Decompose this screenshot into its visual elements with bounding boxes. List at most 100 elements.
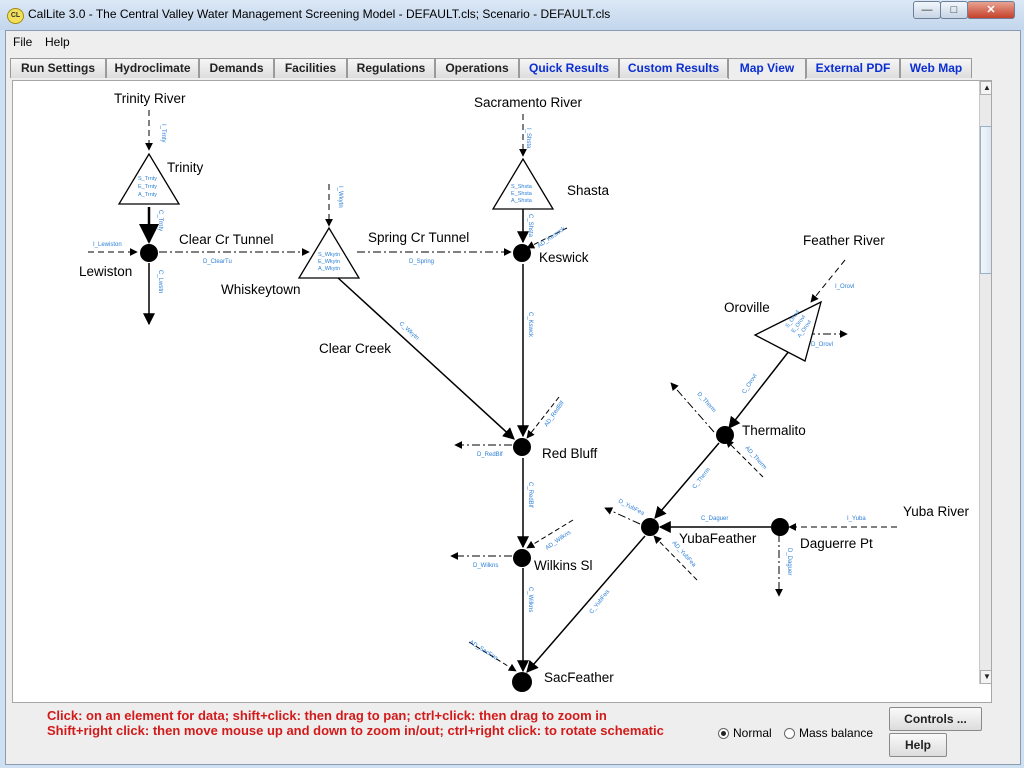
tab-hydroclimate[interactable]: Hydroclimate	[106, 58, 199, 78]
label-sacramento-river: Sacramento River	[474, 95, 583, 110]
storage-label: E_Trnty	[138, 184, 157, 190]
node-thermalito[interactable]	[716, 426, 734, 444]
node-keswick[interactable]	[513, 244, 531, 262]
node-red-bluff[interactable]	[513, 438, 531, 456]
flow-label: C_Trnty	[157, 210, 163, 231]
help-button[interactable]: Help	[889, 733, 947, 757]
tab-custom-results[interactable]: Custom Results	[619, 58, 728, 78]
radio-mass-balance[interactable]: Mass balance	[784, 726, 873, 740]
node-daguerre-pt[interactable]	[771, 518, 789, 536]
label-trinity-river: Trinity River	[114, 91, 186, 106]
flow-label: I_Trnty	[160, 124, 166, 142]
label-sacfeather: SacFeather	[544, 670, 614, 685]
flow-label: C_YubFea	[589, 589, 612, 616]
flow-d-yubfea[interactable]	[604, 507, 641, 525]
flow-label: C_Daguer	[701, 516, 728, 522]
label-trinity: Trinity	[167, 160, 203, 175]
vertical-scrollbar[interactable]: ▲ ▼	[979, 81, 991, 684]
controls-button[interactable]: Controls ...	[889, 707, 982, 731]
flow-label: D_YubFea	[617, 498, 645, 517]
label-red-bluff: Red Bluff	[542, 446, 598, 461]
flow-label: I_Orovl	[835, 284, 854, 290]
app-icon: CL	[7, 8, 24, 24]
label-thermalito: Thermalito	[742, 423, 806, 438]
main-frame: File Help Run Settings Hydroclimate Dema…	[5, 30, 1021, 765]
label-wilkins-sl: Wilkins Sl	[534, 558, 593, 573]
instruction-line-2: Shift+right click: then move mouse up an…	[47, 723, 664, 738]
label-shasta: Shasta	[567, 183, 610, 198]
radio-normal[interactable]: Normal	[718, 726, 772, 740]
node-sacfeather[interactable]	[512, 672, 532, 692]
scroll-down-icon[interactable]: ▼	[980, 670, 991, 684]
maximize-button[interactable]: □	[940, 1, 968, 19]
label-keswick: Keswick	[539, 250, 589, 265]
window-title: CalLite 3.0 - The Central Valley Water M…	[28, 7, 611, 21]
tab-strip: Run Settings Hydroclimate Demands Facili…	[6, 58, 1020, 79]
tab-operations[interactable]: Operations	[435, 58, 519, 78]
map-panel[interactable]: S_Trnty E_Trnty A_Trnty S_Wkytn E_Wkytn …	[12, 80, 992, 703]
tab-quick-results[interactable]: Quick Results	[519, 58, 619, 78]
label-feather-river: Feather River	[803, 233, 885, 248]
storage-label: E_Shsta	[511, 191, 533, 197]
tab-map-view[interactable]: Map View	[728, 58, 806, 79]
flow-label: D_RedBlf	[477, 452, 503, 458]
flow-label: C_Lwstn	[157, 270, 163, 293]
tab-demands[interactable]: Demands	[199, 58, 274, 78]
flow-label: I_Wkytn	[337, 186, 343, 208]
menu-help[interactable]: Help	[45, 35, 70, 49]
flow-label: AD_RedBlf	[544, 400, 566, 428]
flow-c-therm[interactable]	[654, 442, 720, 519]
storage-label: S_Shsta	[511, 184, 533, 190]
flow-ad-therm[interactable]	[725, 439, 764, 478]
minimize-button[interactable]: —	[913, 1, 941, 19]
scroll-up-icon[interactable]: ▲	[980, 81, 991, 95]
flow-d-therm[interactable]	[670, 382, 715, 433]
storage-label: A_Wkytn	[318, 266, 340, 272]
flow-c-wkytn[interactable]	[336, 276, 515, 440]
tab-regulations[interactable]: Regulations	[347, 58, 435, 78]
tab-run-settings[interactable]: Run Settings	[10, 58, 106, 78]
flow-ad-sacfea[interactable]	[468, 641, 517, 672]
schematic-canvas[interactable]: S_Trnty E_Trnty A_Trnty S_Wkytn E_Wkytn …	[13, 81, 979, 703]
instruction-line-1: Click: on an element for data; shift+cli…	[47, 708, 607, 723]
flow-label: D_ClearTu	[203, 259, 232, 265]
node-lewiston[interactable]	[140, 244, 158, 262]
flow-label: D_Spring	[409, 259, 434, 265]
flow-ad-yubfea[interactable]	[653, 535, 698, 581]
flow-label: AD_Therm	[744, 445, 768, 471]
flow-c-orovl[interactable]	[728, 345, 794, 429]
reservoir-shasta[interactable]	[491, 157, 555, 210]
flow-ad-redblf[interactable]	[526, 396, 560, 439]
flow-label: D_Wilkns	[473, 563, 498, 569]
close-button[interactable]: ✕	[967, 1, 1015, 19]
label-clear-cr-tunnel: Clear Cr Tunnel	[179, 232, 274, 247]
storage-label: A_Trnty	[138, 192, 157, 198]
reservoir-whiskeytown[interactable]	[297, 226, 361, 279]
vertical-scroll-thumb[interactable]	[980, 126, 991, 274]
flow-label: I_Lewiston	[93, 242, 122, 248]
flow-label: C_Orovl	[742, 373, 759, 395]
reservoir-oroville[interactable]	[753, 300, 823, 362]
title-bar: CL CalLite 3.0 - The Central Valley Wate…	[0, 0, 1024, 30]
flow-label: C_Wilkns	[527, 587, 533, 612]
flow-ad-wilkns[interactable]	[526, 519, 574, 549]
flow-label: D_Therm	[696, 391, 717, 414]
label-oroville: Oroville	[724, 300, 770, 315]
node-wilkins-sl[interactable]	[513, 549, 531, 567]
flow-label: D_Daguer	[786, 548, 792, 575]
label-whiskeytown: Whiskeytown	[221, 282, 301, 297]
menu-file[interactable]: File	[13, 35, 33, 49]
storage-label: E_Wkytn	[318, 259, 340, 265]
flow-i-orovl[interactable]	[810, 259, 846, 303]
tab-web-map[interactable]: Web Map	[900, 58, 972, 78]
flow-c-yubfea[interactable]	[526, 535, 646, 673]
flow-label: C_RedBlf	[527, 482, 533, 508]
tab-external-pdf[interactable]: External PDF	[806, 58, 900, 78]
reservoir-trinity[interactable]	[117, 152, 181, 205]
flow-label: C_Kswck	[527, 312, 533, 338]
tab-facilities[interactable]: Facilities	[274, 58, 347, 78]
storage-label: S_Trnty	[138, 176, 157, 182]
radio-normal-label: Normal	[733, 726, 772, 740]
label-daguerre-pt: Daguerre Pt	[800, 536, 873, 551]
node-yubafeather[interactable]	[641, 518, 659, 536]
